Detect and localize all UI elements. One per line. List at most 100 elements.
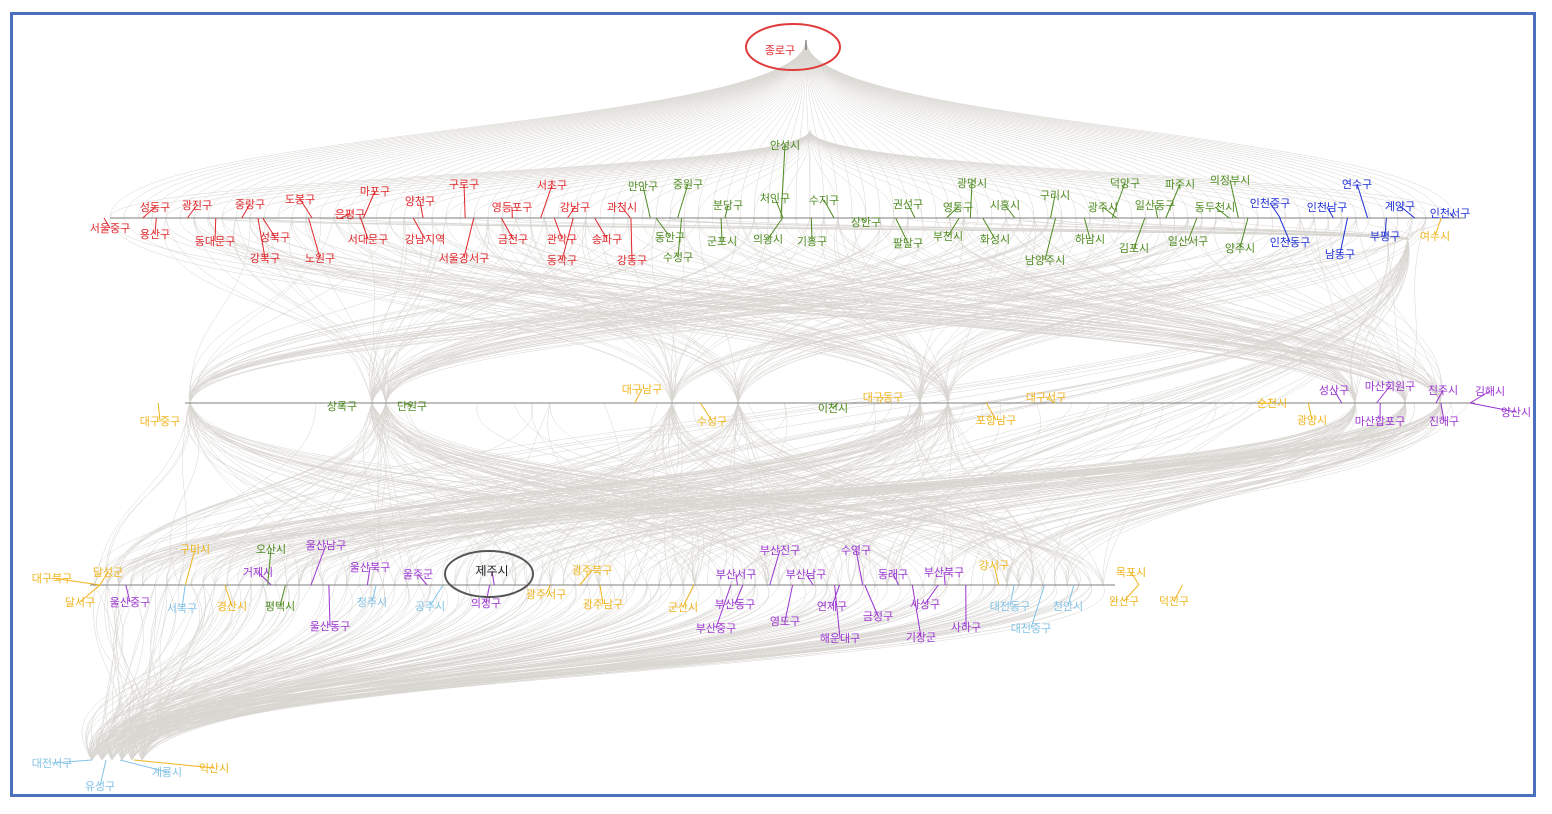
node-level2: 광주시 xyxy=(1088,201,1118,219)
edge xyxy=(944,402,1443,586)
node-label: 안성시 xyxy=(770,139,800,152)
edge xyxy=(809,129,923,219)
edge xyxy=(958,239,1409,586)
edge xyxy=(1215,217,1409,241)
edge xyxy=(370,402,949,586)
edge xyxy=(935,217,1441,404)
edge xyxy=(141,584,312,761)
edge xyxy=(109,39,807,219)
node-label: 금정구 xyxy=(863,610,893,623)
edge xyxy=(86,584,233,761)
node-leader xyxy=(412,217,426,240)
highlight-ring-jongno xyxy=(745,23,841,71)
node-label: 영등포구 xyxy=(492,201,532,214)
node-label: 수정구 xyxy=(663,251,693,264)
node-label: 부산남구 xyxy=(786,568,826,581)
node-label: 달서구 xyxy=(65,596,95,609)
edge xyxy=(805,39,1217,219)
edge xyxy=(557,129,811,219)
edge xyxy=(805,39,951,219)
node-leader xyxy=(79,584,101,603)
edge xyxy=(512,402,675,586)
edge xyxy=(585,217,673,404)
node-label: 대구서구 xyxy=(1026,391,1066,404)
node-label: 구리시 xyxy=(1040,189,1070,202)
edge xyxy=(121,584,684,761)
edge xyxy=(305,217,387,404)
node-level4: 목포시 xyxy=(1116,566,1146,586)
edge xyxy=(725,129,811,219)
edge xyxy=(109,584,842,761)
node-leader xyxy=(715,584,732,629)
edge xyxy=(571,217,921,404)
edge xyxy=(886,239,1409,586)
node-level4: 부산진구 xyxy=(760,544,800,586)
edge xyxy=(858,402,1041,586)
edge xyxy=(671,217,741,404)
edge xyxy=(189,402,552,586)
node-level4: 완산구 xyxy=(1109,584,1139,608)
edge xyxy=(96,584,143,761)
edge xyxy=(805,39,993,219)
edge xyxy=(371,402,876,586)
edge xyxy=(406,402,983,586)
edge xyxy=(613,129,811,219)
edge xyxy=(737,402,1104,586)
node-level3: 단원구 xyxy=(397,400,427,413)
node-level4: 울산동구 xyxy=(310,584,350,633)
edge xyxy=(848,402,951,586)
node-level2: 동안구 xyxy=(655,217,685,244)
node-leader xyxy=(774,197,784,219)
node-label: 대전서구 xyxy=(32,757,72,770)
node-label: 덕양구 xyxy=(1110,177,1140,190)
node-label: 단원구 xyxy=(397,400,427,413)
edge xyxy=(382,402,911,586)
edge xyxy=(285,402,388,586)
edge xyxy=(487,39,807,219)
edge xyxy=(101,584,528,761)
node-level2: 동두천시 xyxy=(1195,200,1235,219)
edge xyxy=(1213,217,1443,404)
edge xyxy=(805,39,923,219)
node-label: 화성시 xyxy=(980,233,1010,246)
node-leader xyxy=(371,584,377,603)
edge xyxy=(189,402,348,586)
edge xyxy=(529,129,811,219)
edge xyxy=(934,402,1356,586)
edge xyxy=(754,239,1409,586)
edge xyxy=(805,39,1021,219)
node-level4: 대구북구 xyxy=(32,572,101,586)
edge xyxy=(189,217,321,404)
edge xyxy=(809,129,1343,219)
node-label: 중랑구 xyxy=(235,198,265,211)
edge xyxy=(120,584,325,761)
node-leader xyxy=(262,217,276,238)
node-label: 과천시 xyxy=(607,200,637,214)
edge xyxy=(730,402,1441,586)
node-leader xyxy=(119,759,168,773)
node-label: 경산시 xyxy=(217,600,247,613)
node-label: 목포시 xyxy=(1116,566,1146,579)
edge xyxy=(1229,217,1441,404)
edge xyxy=(130,402,373,586)
edge xyxy=(670,402,1145,586)
edge xyxy=(809,129,1091,219)
edge xyxy=(141,584,876,761)
node-label: 중원구 xyxy=(673,178,703,191)
edge xyxy=(671,217,769,404)
node-label: 부천시 xyxy=(933,229,963,243)
edge xyxy=(94,584,143,761)
edge xyxy=(141,584,660,761)
node-label: 강서구 xyxy=(979,559,1009,572)
node-label: 동대문구 xyxy=(195,235,235,248)
edge xyxy=(473,129,811,219)
node-level2: 강남구 xyxy=(560,201,590,219)
edge xyxy=(550,402,1109,586)
node-label: 광주북구 xyxy=(572,564,612,577)
edge xyxy=(805,39,909,219)
edge xyxy=(193,129,811,219)
node-label: 금천구 xyxy=(498,232,528,246)
node-leader xyxy=(735,573,738,586)
node-leader xyxy=(1130,571,1140,586)
node-level2: 계양구 xyxy=(1385,200,1415,219)
